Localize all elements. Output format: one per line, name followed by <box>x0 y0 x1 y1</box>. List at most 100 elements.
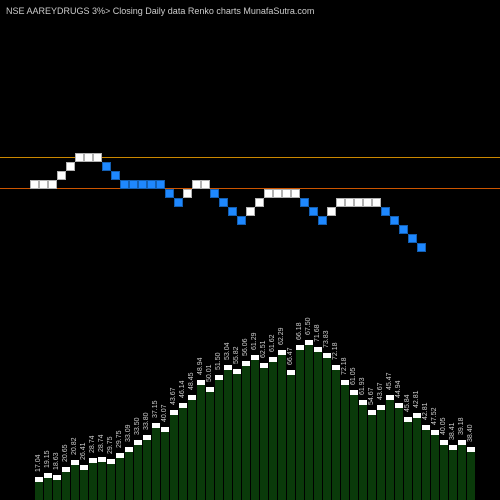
renko-brick <box>192 180 201 189</box>
renko-brick <box>300 198 309 207</box>
renko-brick <box>129 180 138 189</box>
volume-bar <box>260 368 268 500</box>
renko-brick <box>255 198 264 207</box>
volume-bar <box>134 445 142 500</box>
volume-bar-tip <box>431 430 439 435</box>
volume-bar <box>170 415 178 500</box>
volume-label: 48.45 <box>188 372 195 390</box>
renko-brick <box>111 171 120 180</box>
renko-brick <box>84 153 93 162</box>
volume-bar <box>80 470 88 500</box>
volume-bar-tip <box>350 390 358 395</box>
volume-bar-tip <box>422 425 430 430</box>
renko-brick <box>363 198 372 207</box>
renko-brick <box>336 198 345 207</box>
volume-bar-tip <box>467 447 475 452</box>
volume-bar <box>350 395 358 500</box>
renko-brick <box>120 180 129 189</box>
volume-bar-tip <box>458 440 466 445</box>
renko-brick <box>147 180 156 189</box>
volume-bar <box>44 478 52 500</box>
volume-label: 26.41 <box>80 442 87 460</box>
volume-bar <box>53 480 61 500</box>
volume-label: 38.41 <box>449 422 456 440</box>
volume-label: 73.83 <box>323 330 330 348</box>
volume-bar <box>449 450 457 500</box>
renko-brick <box>399 225 408 234</box>
volume-bar <box>305 345 313 500</box>
renko-brick <box>39 180 48 189</box>
volume-label: 33.09 <box>125 424 132 442</box>
volume-bar <box>206 392 214 500</box>
volume-label: 55.82 <box>233 346 240 364</box>
volume-bar-tip <box>224 365 232 370</box>
volume-bar-tip <box>44 473 52 478</box>
volume-label: 61.62 <box>269 334 276 352</box>
volume-bar <box>386 400 394 500</box>
volume-label: 20.82 <box>71 437 78 455</box>
renko-brick <box>246 207 255 216</box>
volume-bar-tip <box>269 357 277 362</box>
renko-brick <box>309 207 318 216</box>
volume-label: 42.81 <box>422 402 429 420</box>
renko-brick <box>264 189 273 198</box>
volume-label: 62.51 <box>260 340 267 358</box>
volume-bar-tip <box>332 365 340 370</box>
volume-chart-area: 17.0419.1518.6320.6520.8226.4128.7428.74… <box>0 320 500 500</box>
volume-bar <box>332 370 340 500</box>
renko-brick <box>75 153 84 162</box>
volume-bar <box>278 355 286 500</box>
volume-bar <box>188 400 196 500</box>
volume-bar-tip <box>314 347 322 352</box>
volume-label: 56.06 <box>242 338 249 356</box>
volume-bar-tip <box>197 380 205 385</box>
volume-bar <box>125 452 133 500</box>
volume-bar-tip <box>260 363 268 368</box>
volume-label: 62.29 <box>278 327 285 345</box>
volume-bar-tip <box>368 410 376 415</box>
volume-bar-tip <box>215 375 223 380</box>
volume-bar <box>314 352 322 500</box>
renko-brick <box>183 189 192 198</box>
volume-bar-tip <box>143 435 151 440</box>
volume-bar <box>323 358 331 500</box>
volume-bar <box>458 445 466 500</box>
volume-bar-tip <box>395 403 403 408</box>
volume-label: 44.94 <box>395 380 402 398</box>
volume-bar <box>224 370 232 500</box>
volume-bar-tip <box>170 410 178 415</box>
volume-bar <box>440 445 448 500</box>
renko-brick <box>156 180 165 189</box>
renko-brick <box>408 234 417 243</box>
reference-line <box>0 188 500 189</box>
volume-bar <box>422 430 430 500</box>
volume-label: 43.67 <box>170 387 177 405</box>
volume-bar <box>116 458 124 500</box>
volume-label: 39.18 <box>458 417 465 435</box>
volume-bar <box>242 366 250 500</box>
volume-bar <box>215 380 223 500</box>
renko-brick <box>57 171 66 180</box>
volume-label: 61.29 <box>251 332 258 350</box>
renko-brick <box>48 180 57 189</box>
volume-bar-tip <box>35 477 43 482</box>
volume-bar-tip <box>449 445 457 450</box>
volume-label: 28.74 <box>89 435 96 453</box>
volume-bar-tip <box>296 345 304 350</box>
volume-bar <box>404 422 412 500</box>
volume-bar-tip <box>404 417 412 422</box>
volume-bar-tip <box>413 413 421 418</box>
volume-bar <box>296 350 304 500</box>
renko-brick <box>102 162 111 171</box>
volume-bar-tip <box>161 427 169 432</box>
volume-label: 72.18 <box>332 342 339 360</box>
volume-bar <box>161 432 169 500</box>
volume-bar-tip <box>116 453 124 458</box>
volume-bar-tip <box>152 423 160 428</box>
volume-label: 53.04 <box>224 342 231 360</box>
renko-brick <box>138 180 147 189</box>
renko-brick <box>30 180 39 189</box>
volume-label: 45.84 <box>404 394 411 412</box>
volume-label: 71.68 <box>314 324 321 342</box>
volume-bar <box>197 385 205 500</box>
